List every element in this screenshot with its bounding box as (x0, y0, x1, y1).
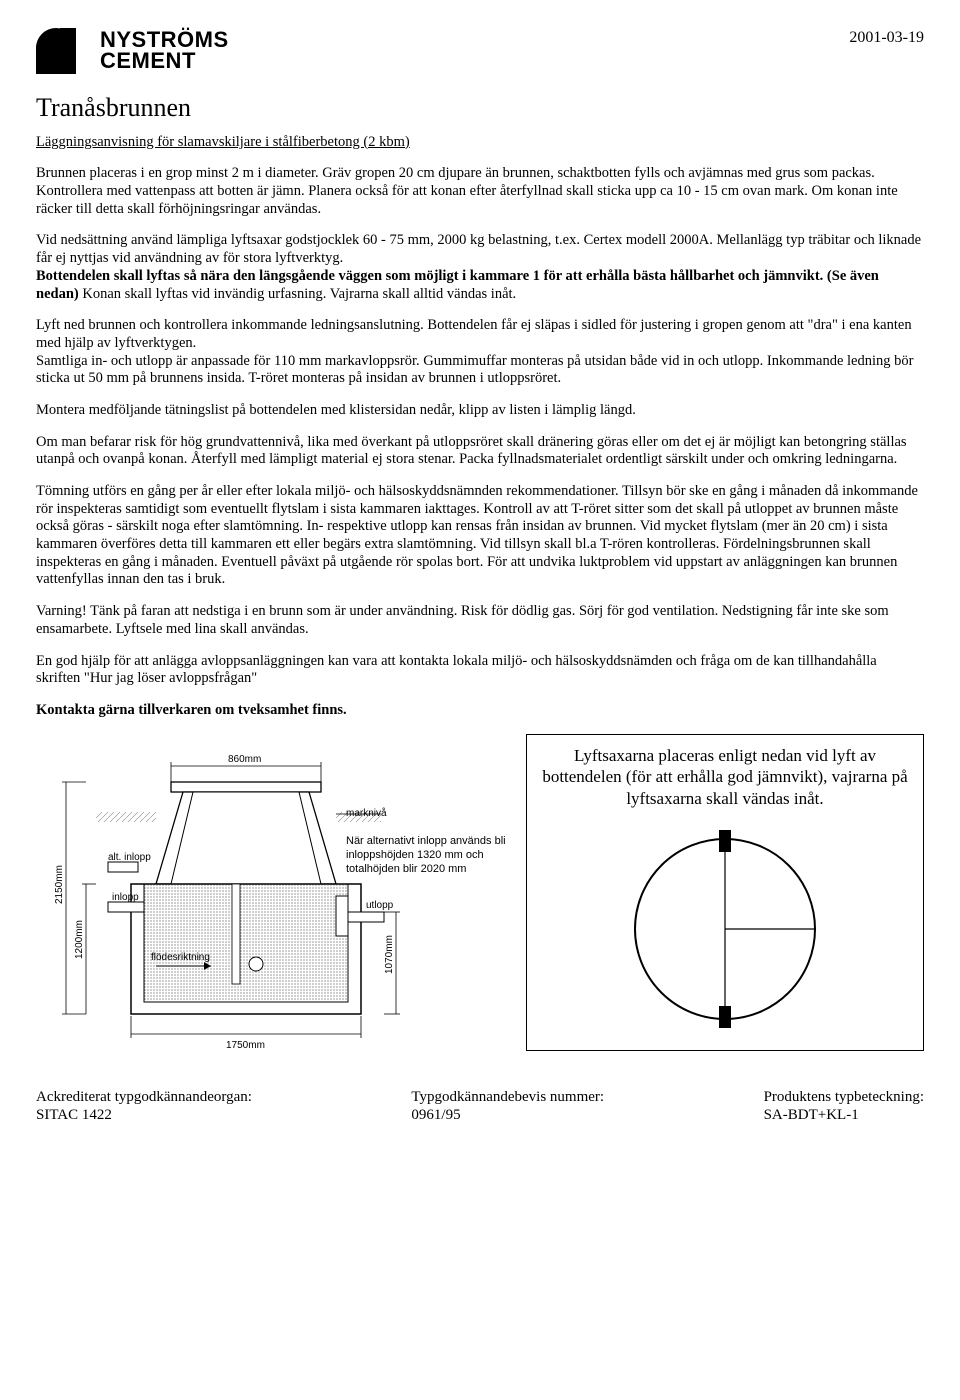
logo-text: NYSTRÖMS CEMENT (100, 30, 229, 72)
header: NYSTRÖMS CEMENT 2001-03-19 (36, 28, 924, 74)
label-flowdir: flödesriktning (151, 952, 210, 963)
company-line2: CEMENT (100, 51, 229, 72)
para-2c: Konan skall lyftas vid invändig urfasnin… (82, 286, 516, 302)
label-utlopp: utlopp (366, 900, 394, 911)
dim-left-outer: 2150mm (54, 865, 65, 904)
footer-col3-value: SA-BDT+KL-1 (764, 1106, 924, 1124)
figures-row: 860mm 2150mm 1200mm 1070mm 1750mm markni… (36, 734, 924, 1064)
para-3a: Lyft ned brunnen och kontrollera inkomma… (36, 317, 912, 351)
logo: NYSTRÖMS CEMENT (36, 28, 229, 74)
footer-col-1: Ackrediterat typgodkännandeorgan: SITAC … (36, 1088, 252, 1125)
para-3: Lyft ned brunnen och kontrollera inkomma… (36, 317, 924, 388)
label-alt-inlopp: alt. inlopp (108, 852, 151, 863)
para-4: Montera medföljande tätningslist på bott… (36, 402, 924, 420)
footer: Ackrediterat typgodkännandeorgan: SITAC … (36, 1088, 924, 1125)
page-title: Tranåsbrunnen (36, 92, 924, 124)
para-6: Tömning utförs en gång per år eller efte… (36, 483, 924, 589)
para-7: Varning! Tänk på faran att nedstiga i en… (36, 603, 924, 638)
footer-col-2: Typgodkännandebevis nummer: 0961/95 (411, 1088, 604, 1125)
para-5: Om man befarar risk för hög grundvattenn… (36, 434, 924, 469)
logo-icon (36, 28, 92, 74)
diagram-cross-section: 860mm 2150mm 1200mm 1070mm 1750mm markni… (36, 734, 506, 1064)
lift-caption: Lyftsaxarna placeras enligt nedan vid ly… (541, 745, 909, 810)
dim-left-inner: 1200mm (74, 920, 85, 959)
para-9: Kontakta gärna tillverkaren om tveksamhe… (36, 702, 924, 720)
footer-col1-label: Ackrediterat typgodkännandeorgan: (36, 1088, 252, 1106)
para-2a: Vid nedsättning använd lämpliga lyftsaxa… (36, 232, 921, 266)
footer-col2-label: Typgodkännandebevis nummer: (411, 1088, 604, 1106)
label-marknivaa: marknivå (346, 807, 387, 819)
para-1: Brunnen placeras i en grop minst 2 m i d… (36, 165, 924, 218)
dim-top: 860mm (228, 754, 261, 765)
label-inlopp: inlopp (112, 892, 139, 903)
note-line3: totalhöjden blir 2020 mm (346, 863, 466, 875)
footer-col2-value: 0961/95 (411, 1106, 604, 1124)
footer-col3-label: Produktens typbeteckning: (764, 1088, 924, 1106)
dim-right: 1070mm (384, 935, 395, 974)
para-3b: Samtliga in- och utlopp är anpassade för… (36, 353, 913, 387)
note-line2: inloppshöjden 1320 mm och (346, 849, 484, 861)
footer-col-3: Produktens typbeteckning: SA-BDT+KL-1 (764, 1088, 924, 1125)
diagram-lift-placement: Lyftsaxarna placeras enligt nedan vid ly… (526, 734, 924, 1051)
document-date: 2001-03-19 (849, 28, 924, 48)
dim-bottom: 1750mm (226, 1040, 265, 1051)
para-2: Vid nedsättning använd lämpliga lyftsaxa… (36, 232, 924, 303)
subtitle: Läggningsanvisning för slamavskiljare i … (36, 134, 924, 152)
note-line1: När alternativt inlopp används blir (346, 835, 506, 847)
para-8: En god hjälp för att anlägga avloppsanlä… (36, 653, 924, 688)
footer-col1-value: SITAC 1422 (36, 1106, 252, 1124)
